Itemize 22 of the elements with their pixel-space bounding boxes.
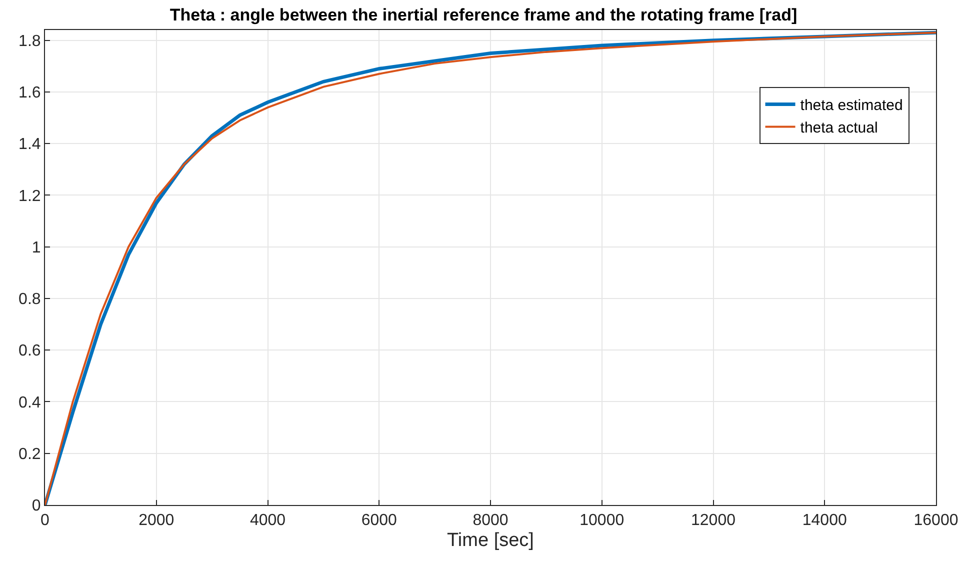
y-tick-label: 1.8 [18, 32, 41, 50]
legend-label: theta actual [800, 120, 878, 137]
y-tick-label: 0.2 [18, 446, 41, 463]
x-tick-label: 4000 [250, 512, 286, 530]
x-tick-label: 10000 [580, 512, 624, 530]
y-tick-label: 0.4 [18, 394, 41, 412]
y-tick-label: 0.8 [18, 291, 41, 308]
x-tick-label: 6000 [361, 512, 398, 530]
x-tick-label: 14000 [802, 512, 847, 530]
x-tick-label: 2000 [138, 512, 174, 530]
x-axis-title: Time [sec] [447, 530, 534, 551]
x-tick-label: 8000 [472, 512, 508, 530]
chart-title: Theta : angle between the inertial reference frame and the rotating frame [rad] [170, 5, 798, 24]
y-tick-label: 0.6 [18, 342, 41, 360]
y-tick-label: 1.2 [18, 188, 41, 205]
y-tick-label: 1.6 [18, 84, 41, 102]
x-tick-label: 12000 [691, 512, 736, 530]
x-tick-label: 16000 [914, 512, 958, 530]
y-tick-label: 0 [32, 498, 41, 515]
y-tick-label: 1 [32, 239, 41, 256]
legend-label: theta estimated [800, 97, 903, 114]
y-tick-label: 1.4 [18, 136, 41, 154]
